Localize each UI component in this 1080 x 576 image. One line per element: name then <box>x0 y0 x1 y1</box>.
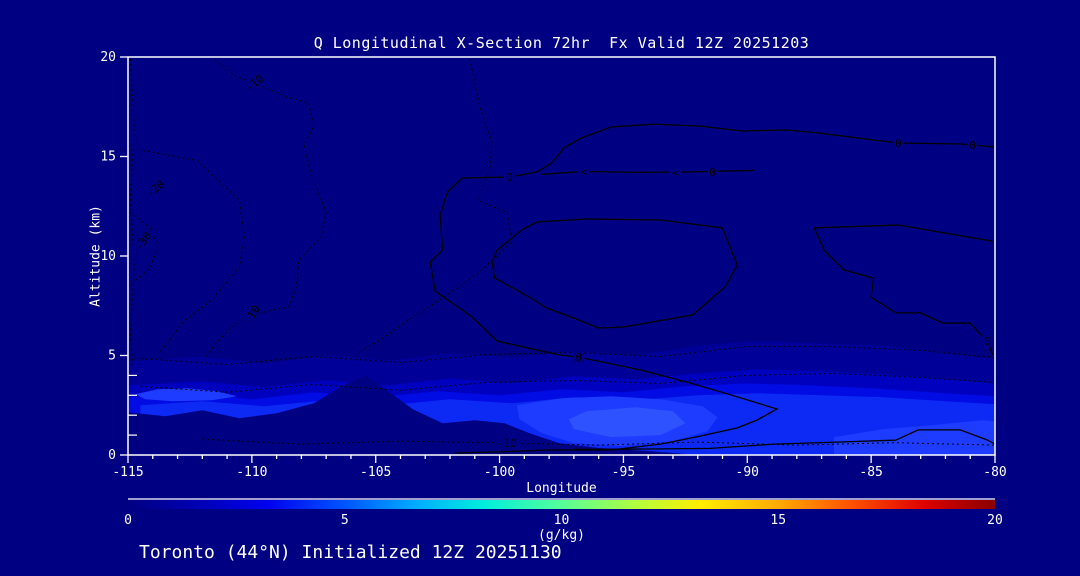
colorbar-tick-label: 5 <box>341 513 349 528</box>
x-tick-label: -110 <box>236 465 267 480</box>
filled-contours <box>128 340 995 455</box>
surface-mask <box>128 375 691 455</box>
x-axis-title: Longitude <box>526 481 597 496</box>
contour-label: < <box>578 165 590 178</box>
colorbar-gradient <box>128 500 995 509</box>
x-tick-label: -105 <box>360 465 391 480</box>
y-tick-label: 5 <box>108 349 116 364</box>
contour-label: -10 <box>240 300 264 329</box>
svg-text:0: 0 <box>895 137 902 150</box>
contour-label: -10 <box>240 70 268 96</box>
contour-label: -20 <box>141 175 169 201</box>
y-tick-label: 10 <box>100 249 116 264</box>
contour-label: 0 <box>707 166 719 179</box>
colorbar-tick-label: 15 <box>770 513 786 528</box>
contour-label: 0 <box>503 170 515 184</box>
svg-text:<: < <box>672 166 679 179</box>
y-tick-label: 0 <box>108 448 116 463</box>
colorbar-tick-label: 0 <box>124 513 132 528</box>
contour-label: -30 <box>130 227 155 255</box>
chart-title: Q Longitudinal X-Section 72hr Fx Valid 1… <box>313 34 810 52</box>
contour-label: 0 <box>967 138 979 152</box>
contour-label: 0 <box>573 351 585 364</box>
svg-text:0: 0 <box>506 171 513 184</box>
svg-text:0: 0 <box>984 335 991 348</box>
colorbar-tick-label: 10 <box>554 513 570 528</box>
solid-contour-lines <box>429 123 996 454</box>
svg-text:0: 0 <box>709 166 716 179</box>
colorbar-group: 0 5 10 15 20 <box>124 498 1003 528</box>
bright-core-center <box>568 407 686 438</box>
svg-text:-10: -10 <box>497 437 517 450</box>
x-tick-label: -100 <box>484 465 515 480</box>
y-tick-label: 15 <box>100 150 116 165</box>
x-tick-label: -95 <box>612 465 635 480</box>
colorbar-tick-label: 20 <box>987 513 1003 528</box>
bright-patch-right <box>834 420 995 455</box>
x-tick-label: -90 <box>736 465 759 480</box>
x-tick-label: -80 <box>983 465 1006 480</box>
colorbar-units: (g/kg) <box>538 528 585 543</box>
contour-label: -10 <box>494 437 520 450</box>
svg-text:<: < <box>580 165 587 178</box>
contour-label: < <box>669 166 681 179</box>
svg-text:0: 0 <box>576 351 583 364</box>
footer-caption: Toronto (44°N) Initialized 12Z 20251130 <box>139 542 562 563</box>
x-tick-label: -85 <box>859 465 882 480</box>
y-axis-title: Altitude (km) <box>88 205 104 307</box>
svg-text:0: 0 <box>969 139 976 152</box>
x-tick-label: -115 <box>112 465 143 480</box>
contour-label: 0 <box>982 334 994 348</box>
contour-label: 0 <box>892 136 904 150</box>
y-tick-label: 20 <box>100 50 116 65</box>
